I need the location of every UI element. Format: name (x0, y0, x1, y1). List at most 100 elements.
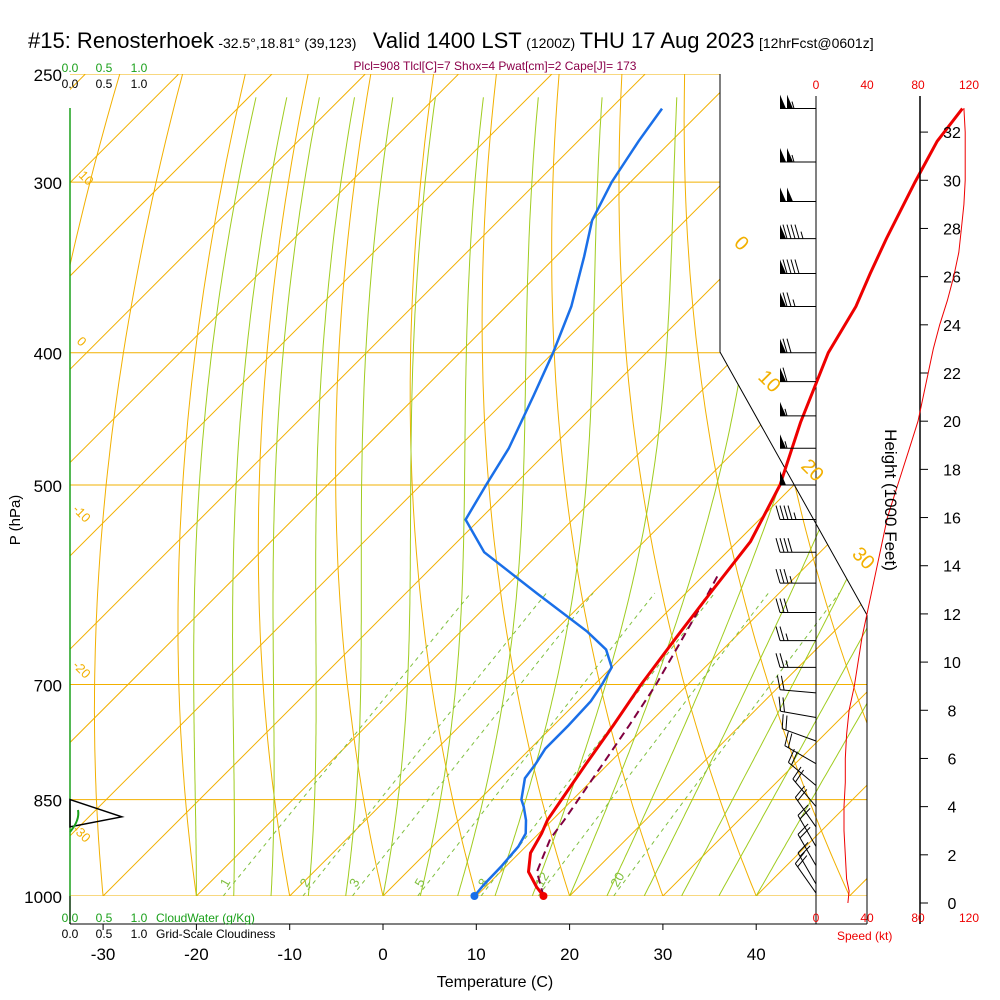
wind-barb (780, 338, 816, 354)
dry-adiabat (257, 74, 309, 896)
barb-full (797, 855, 808, 868)
height-tick-label: 8 (948, 703, 957, 720)
dry-adiabat (93, 74, 184, 896)
barb-full (786, 292, 792, 307)
barb-full (782, 697, 785, 712)
cloudiness-label: Grid-Scale Cloudiness (156, 927, 275, 941)
barb-full (775, 653, 781, 668)
barb-full (786, 259, 792, 274)
height-tick-label: 14 (943, 559, 961, 576)
mixing-ratio-label: 2 (297, 876, 314, 890)
cloudiness-tick: 0.5 (96, 77, 113, 91)
barb-full (781, 714, 784, 729)
wind-barb (780, 148, 816, 163)
moist-adiabat (643, 415, 867, 896)
tropopause-boundary (719, 74, 867, 616)
parcel-path-line (535, 572, 720, 897)
wind-barb (797, 823, 817, 866)
chart-title: #15: Renosterhoek -32.5°,18.81° (39,123)… (28, 28, 874, 54)
speed-tick-label-top: 120 (959, 78, 979, 92)
wind-speed-profile (843, 107, 966, 904)
barb-pennant (780, 187, 786, 202)
x-tick-label: 40 (747, 945, 766, 964)
height-tick-label: 26 (943, 270, 961, 287)
barb-full (787, 538, 793, 553)
moist-adiabat (382, 97, 436, 896)
wind-barb (775, 538, 816, 553)
isotherm-line (70, 74, 459, 464)
isotherm-label: -20 (70, 658, 94, 682)
barb-pennant (780, 434, 786, 449)
cloud-water-tick: 1.0 (131, 61, 148, 75)
speed-tick-label-top: 0 (813, 78, 820, 92)
barb-staff (797, 852, 817, 885)
barb-half (793, 512, 797, 520)
barb-full (794, 785, 805, 798)
mixing-ratio-label: 1 (217, 876, 234, 890)
p-tick-label: 1000 (24, 888, 62, 907)
subtitle-indices: Plcl=908 Tlcl[C]=7 Shox=4 Pwat[cm]=2 Cap… (354, 59, 637, 73)
barb-half (789, 576, 793, 584)
cloudiness-tick: 0.0 (62, 927, 79, 941)
moist-adiabat (270, 97, 320, 896)
isotherm-line (70, 74, 646, 650)
p-tick-label: 250 (34, 66, 62, 85)
mixing-ratio-label: 5 (411, 876, 428, 890)
mixing-ratio-line (613, 592, 840, 896)
barb-full (787, 748, 795, 763)
x-tick-label: -30 (91, 945, 116, 964)
cloud-water-tick: 0.5 (96, 911, 113, 925)
barb-full (783, 505, 789, 520)
height-tick-label: 10 (943, 655, 961, 672)
wind-barb (797, 842, 817, 885)
x-tick-label: 30 (653, 945, 672, 964)
wind-barb (794, 851, 817, 894)
barb-staff (794, 863, 817, 894)
barb-full (787, 733, 793, 748)
dry-adiabat (936, 74, 1000, 896)
p-tick-label: 850 (34, 792, 62, 811)
speed-tick-label-bottom: 40 (860, 911, 874, 925)
barb-full (785, 715, 788, 731)
barb-full (786, 338, 792, 353)
x-tick-label: -10 (277, 945, 302, 964)
dewpoint-line (464, 107, 664, 897)
barb-pennant (780, 148, 786, 162)
barb-half (792, 299, 796, 307)
wind-barb (780, 367, 816, 383)
station-coords: -32.5°,18.81° (39,123) (218, 35, 357, 51)
x-axis-label: Temperature (C) (437, 974, 553, 991)
mixing-ratio-line (222, 592, 472, 896)
barb-full (797, 804, 809, 816)
barb-pennant (780, 292, 786, 307)
barb-full (780, 675, 785, 691)
barb-full (794, 224, 800, 239)
barb-pennant (780, 367, 786, 382)
barb-full (799, 827, 811, 839)
height-tick-label: 24 (943, 318, 961, 335)
wind-barb (780, 401, 816, 417)
height-tick-label: 20 (943, 414, 961, 431)
barb-full (797, 789, 808, 802)
x-tick-label: -20 (184, 945, 209, 964)
wind-barb (794, 785, 817, 828)
barb-full (775, 538, 781, 553)
moist-adiabat (718, 626, 867, 896)
barb-full (779, 538, 785, 553)
wind-barb (780, 259, 816, 275)
wind-barb (776, 675, 817, 694)
isotherm-line (70, 74, 366, 371)
barb-full (775, 505, 781, 520)
barb-full (782, 224, 788, 239)
barb-full (782, 292, 788, 307)
isotherm-line (475, 504, 867, 896)
moist-adiabat (193, 97, 257, 896)
isotherm-line (70, 74, 273, 277)
cloudiness-tick: 1.0 (131, 77, 148, 91)
dry-adiabat (481, 74, 571, 896)
dry-adiabat (551, 74, 664, 896)
x-tick-label: 20 (560, 945, 579, 964)
speed-axis-label: Speed (kt) (837, 929, 892, 943)
